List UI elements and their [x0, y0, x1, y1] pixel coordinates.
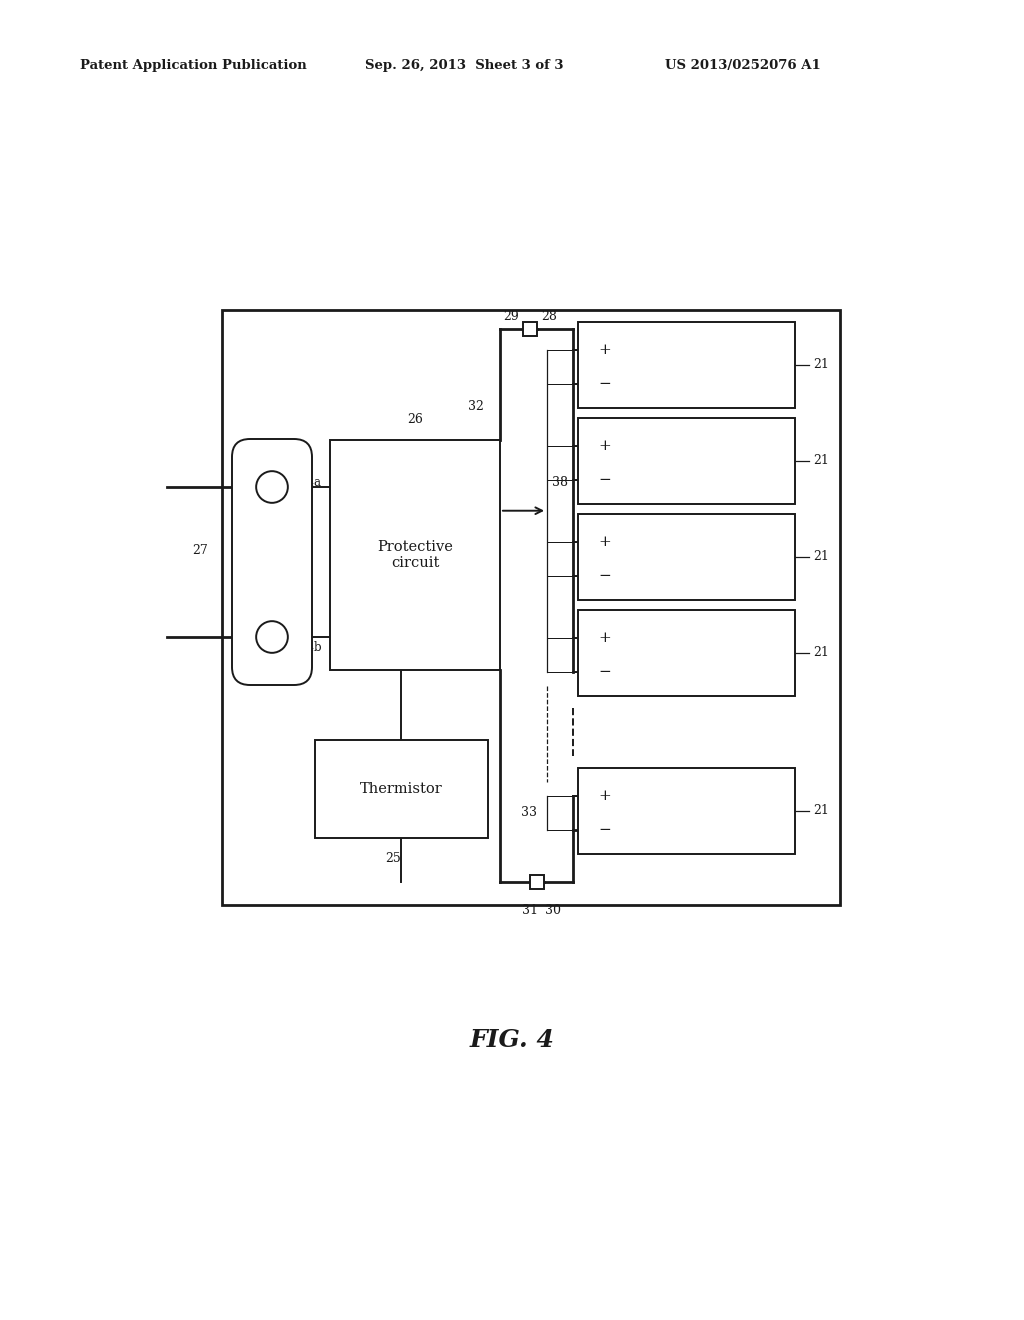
Text: −: − [598, 569, 610, 583]
Text: 31: 31 [522, 904, 538, 917]
Text: Protective
circuit: Protective circuit [377, 540, 453, 570]
Circle shape [256, 622, 288, 653]
Text: 25: 25 [386, 851, 401, 865]
Text: +: + [598, 535, 610, 549]
Bar [530, 875, 544, 888]
Text: 34a: 34a [299, 477, 321, 490]
Text: 28: 28 [541, 310, 557, 323]
Text: 21: 21 [813, 454, 828, 467]
Text: 30: 30 [545, 904, 561, 917]
Bar [315, 741, 488, 838]
Bar [578, 322, 795, 408]
Text: −: − [598, 378, 610, 391]
FancyBboxPatch shape [232, 440, 312, 685]
Text: +: + [598, 438, 610, 453]
Text: 21: 21 [813, 647, 828, 660]
Text: FIG. 4: FIG. 4 [470, 1028, 554, 1052]
Bar [578, 513, 795, 601]
Bar [578, 610, 795, 696]
Bar [222, 310, 840, 906]
Text: −: − [598, 665, 610, 678]
Text: +: + [598, 342, 610, 356]
Text: Thermistor: Thermistor [360, 781, 442, 796]
Text: 38: 38 [552, 475, 568, 488]
Text: +: + [598, 631, 610, 644]
Text: US 2013/0252076 A1: US 2013/0252076 A1 [665, 58, 821, 71]
Text: 21: 21 [813, 359, 828, 371]
Text: 33: 33 [521, 807, 537, 820]
Text: −: − [598, 473, 610, 487]
Text: −: − [598, 822, 610, 837]
Bar [523, 322, 537, 337]
Text: 21: 21 [813, 550, 828, 564]
Text: 26: 26 [408, 413, 423, 426]
Text: Sep. 26, 2013  Sheet 3 of 3: Sep. 26, 2013 Sheet 3 of 3 [365, 58, 563, 71]
Text: 29: 29 [503, 310, 519, 323]
Circle shape [256, 471, 288, 503]
Bar [578, 768, 795, 854]
Bar [578, 418, 795, 504]
Text: Patent Application Publication: Patent Application Publication [80, 58, 307, 71]
Text: 27: 27 [193, 544, 208, 557]
Text: 32: 32 [468, 400, 484, 412]
Bar [330, 440, 500, 671]
Text: 34b: 34b [299, 642, 322, 653]
Text: 21: 21 [813, 804, 828, 817]
Text: +: + [598, 788, 610, 803]
